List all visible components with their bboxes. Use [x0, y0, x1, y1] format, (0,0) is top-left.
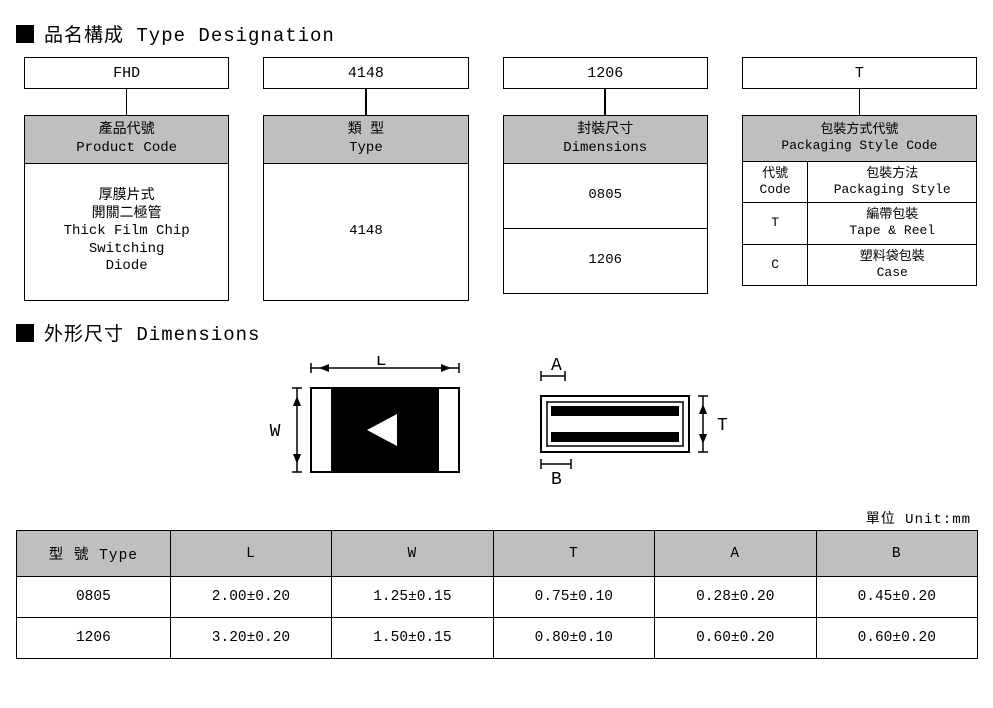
label-L: L	[375, 356, 386, 371]
side-view-diagram: A T B	[517, 356, 737, 506]
type-value: 4148	[264, 164, 468, 301]
top-box-dim: 1206	[503, 57, 708, 89]
t: 代號	[762, 166, 788, 181]
table-row: 0805 2.00±0.20 1.25±0.15 0.75±0.10 0.28±…	[17, 577, 978, 618]
hdr-cn: 類 型	[348, 122, 384, 138]
connector-line	[859, 89, 861, 115]
dimensions-data-table: 型 號 Type L W T A B 0805 2.00±0.20 1.25±0…	[16, 530, 978, 659]
packaging-table: 包裝方式代號Packaging Style Code 代號Code 包裝方法Pa…	[742, 115, 977, 286]
top-view-diagram: L W	[257, 356, 477, 506]
top-box-type: 4148	[263, 57, 468, 89]
dim-1206: 1206	[503, 229, 707, 294]
t: Packaging Style	[834, 182, 951, 197]
unit-label: 單位 Unit:mm	[16, 508, 971, 528]
section-1-title: 品名構成 Type Designation	[44, 20, 335, 47]
t: Diode	[106, 258, 148, 274]
t: 包裝方法	[866, 166, 918, 181]
col-packaging: T 包裝方式代號Packaging Style Code 代號Code 包裝方法…	[742, 57, 977, 301]
dimensions-table: 封裝尺寸 Dimensions 0805 1206	[503, 115, 708, 294]
code-C: C	[742, 244, 808, 286]
col-head: W	[332, 531, 493, 577]
product-code-table: 產品代號 Product Code 厚膜片式 開關二極管 Thick Film C…	[24, 115, 229, 301]
col-head: 型 號 Type	[17, 531, 171, 577]
col-head: T	[493, 531, 654, 577]
cell: 2.00±0.20	[170, 577, 331, 618]
dim-0805: 0805	[503, 164, 707, 229]
hdr-cn: 封裝尺寸	[577, 122, 633, 138]
cell: 1.50±0.15	[332, 618, 493, 659]
hdr-en: Type	[349, 140, 383, 156]
t: Tape & Reel	[849, 223, 935, 238]
label-T: T	[717, 416, 728, 436]
label-B: B	[551, 470, 562, 490]
hdr-en: Product Code	[76, 140, 177, 156]
cell: 1.25±0.15	[332, 577, 493, 618]
t: Case	[877, 265, 908, 280]
col-head: B	[816, 531, 978, 577]
cell: 0.28±0.20	[655, 577, 816, 618]
section-1-heading: 品名構成 Type Designation	[16, 20, 977, 47]
label-W: W	[269, 422, 280, 442]
cell: 0.75±0.10	[493, 577, 654, 618]
cell: 0.80±0.10	[493, 618, 654, 659]
hdr-cn: 包裝方式代號	[820, 122, 898, 137]
t: 編帶包裝	[866, 207, 918, 222]
section-2-title: 外形尺寸 Dimensions	[44, 319, 260, 346]
col-head: A	[655, 531, 816, 577]
cell: 1206	[17, 618, 171, 659]
type-table: 類 型 Type 4148	[263, 115, 468, 301]
connector-line	[365, 89, 367, 115]
hdr-en: Dimensions	[563, 140, 647, 156]
t: Switching	[89, 241, 165, 257]
t: 開關二極管	[92, 206, 162, 222]
cell: 0805	[17, 577, 171, 618]
top-box-product: FHD	[24, 57, 229, 89]
bullet-square-icon	[16, 25, 34, 43]
col-head: L	[170, 531, 331, 577]
cell: 3.20±0.20	[170, 618, 331, 659]
bullet-square-icon	[16, 324, 34, 342]
col-product-code: FHD 產品代號 Product Code 厚膜片式 開關二極管 Thick Fi…	[24, 57, 229, 301]
t: Code	[760, 182, 791, 197]
t: 塑料袋包裝	[860, 249, 925, 264]
cell: 0.45±0.20	[816, 577, 978, 618]
hdr-cn: 產品代號	[99, 122, 155, 138]
code-T: T	[742, 203, 808, 245]
t: 厚膜片式	[99, 188, 155, 204]
dimensions-section: 外形尺寸 Dimensions L W A	[16, 319, 977, 659]
dimension-figures: L W A T	[16, 356, 977, 506]
table-row: 1206 3.20±0.20 1.50±0.15 0.80±0.10 0.60±…	[17, 618, 978, 659]
t: Thick Film Chip	[64, 223, 190, 239]
hdr-en: Packaging Style Code	[781, 138, 937, 153]
cell: 0.60±0.20	[816, 618, 978, 659]
col-dimensions: 1206 封裝尺寸 Dimensions 0805 1206	[503, 57, 708, 301]
top-box-pack: T	[742, 57, 977, 89]
section-2-heading: 外形尺寸 Dimensions	[16, 319, 977, 346]
type-designation-row: FHD 產品代號 Product Code 厚膜片式 開關二極管 Thick Fi…	[24, 57, 977, 301]
connector-line	[126, 89, 128, 115]
cell: 0.60±0.20	[655, 618, 816, 659]
connector-line	[604, 89, 606, 115]
label-A: A	[551, 356, 562, 376]
col-type: 4148 類 型 Type 4148	[263, 57, 468, 301]
